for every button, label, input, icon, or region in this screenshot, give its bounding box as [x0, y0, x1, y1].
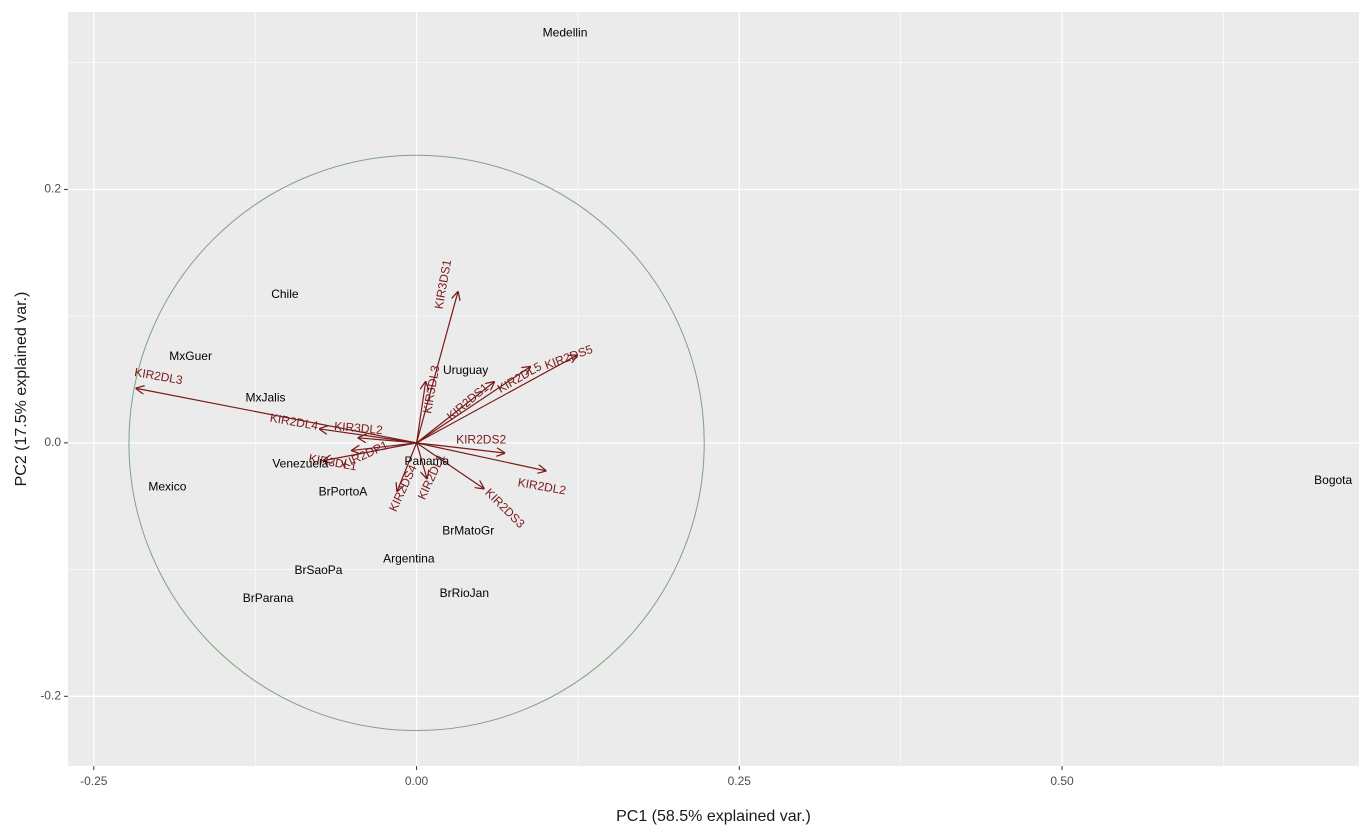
observation-label: BrParana: [243, 591, 294, 605]
y-axis-ticks: -0.2 0.0 0.2: [40, 182, 68, 702]
y-tick-label: 0.2: [44, 182, 61, 196]
grid-minor: [68, 12, 1359, 766]
loading-arrow: [416, 442, 546, 471]
loading-arrow: [415, 292, 458, 444]
x-tick-label: 0.50: [1050, 774, 1074, 788]
y-tick-label: 0.0: [44, 435, 61, 449]
loading-arrow: [415, 442, 427, 478]
observation-label: BrSaoPa: [294, 563, 342, 577]
loading-arrow: [358, 438, 417, 444]
x-tick-label: -0.25: [80, 774, 108, 788]
loading-arrow-label: KIR2DS2: [456, 432, 506, 446]
loading-arrow: [397, 442, 418, 491]
loading-arrow: [416, 442, 484, 489]
loading-arrow: [416, 367, 531, 444]
loading-arrow: [320, 429, 417, 444]
correlation-circle: [128, 154, 705, 732]
x-tick-label: 0.00: [405, 774, 429, 788]
y-axis-title: PC2 (17.5% explained var.): [13, 292, 30, 487]
loading-arrow: [324, 442, 417, 461]
observation-label: Bogota: [1314, 473, 1352, 487]
observation-label: BrMatoGr: [442, 524, 494, 538]
loading-arrow: [416, 382, 494, 444]
observation-label: Uruguay: [443, 363, 488, 377]
loading-arrow: [415, 382, 426, 443]
loading-arrow-label: KIR3DL2: [334, 419, 384, 437]
plot-panel: [68, 12, 1359, 766]
observation-label: BrPortoA: [319, 484, 368, 498]
observation-label: Panama: [405, 454, 450, 468]
observation-label: Venezuela: [272, 457, 328, 471]
observation-label: Mexico: [148, 479, 186, 493]
observation-label: MxJalis: [246, 391, 286, 405]
loading-arrows: [136, 292, 576, 491]
grid-major: [68, 12, 1359, 766]
loading-arrow: [352, 442, 417, 451]
loading-arrow: [416, 442, 505, 453]
observation-label: Argentina: [383, 552, 435, 566]
x-axis-ticks: -0.25 0.00 0.25 0.50: [80, 766, 1074, 788]
observation-label: Medellin: [543, 26, 588, 40]
x-tick-label: 0.25: [728, 774, 752, 788]
y-tick-label: -0.2: [40, 688, 61, 702]
observation-label: MxGuer: [169, 349, 212, 363]
loading-arrow: [416, 355, 577, 444]
observation-labels: Medellin Chile MxGuer MxJalis Uruguay Mexico V…: [148, 26, 1352, 605]
observation-label: BrRioJan: [440, 586, 489, 600]
loading-arrow: [136, 388, 417, 444]
x-axis-title: PC1 (58.5% explained var.): [616, 808, 811, 825]
observation-label: Chile: [271, 287, 299, 301]
